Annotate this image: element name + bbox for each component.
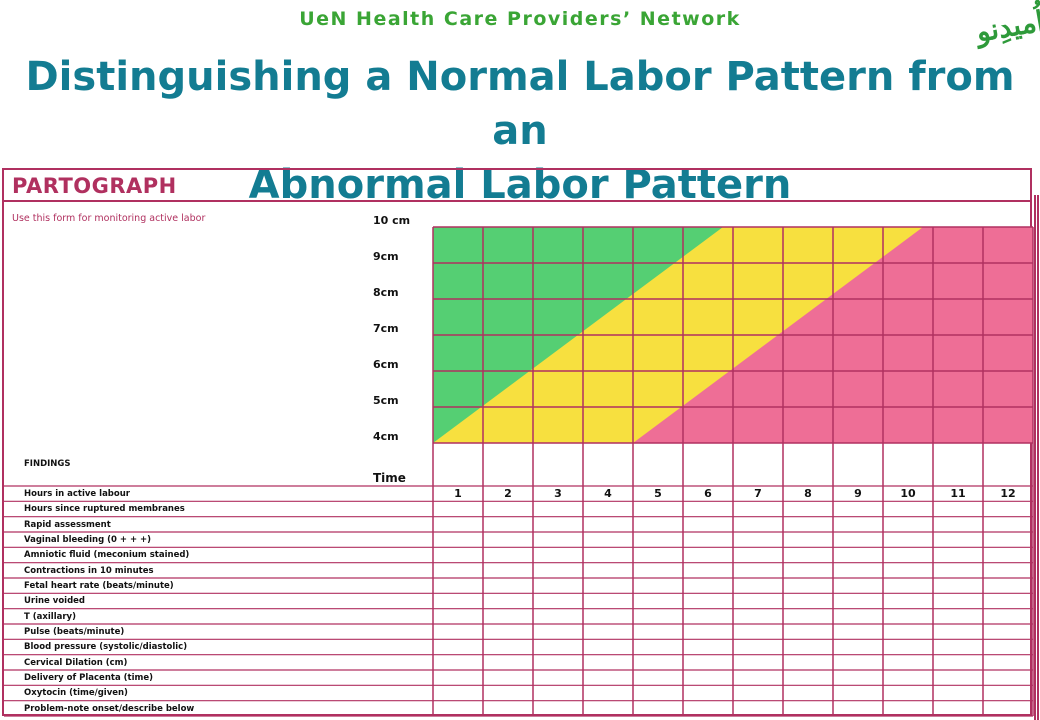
partograph-instructions: Use this form for monitoring active labo… xyxy=(12,213,206,224)
hour-number: 12 xyxy=(1000,487,1016,500)
findings-row-label: T (axillary) xyxy=(24,611,76,622)
hour-number: 9 xyxy=(854,487,862,500)
dilation-label: 4cm xyxy=(373,430,399,443)
hour-number: 11 xyxy=(950,487,966,500)
form-right-border xyxy=(1034,195,1036,720)
findings-row-label: Cervical Dilation (cm) xyxy=(24,657,128,668)
findings-row-label: Hours since ruptured membranes xyxy=(24,504,185,515)
findings-row-label: Contractions in 10 minutes xyxy=(24,565,154,576)
hour-number: 10 xyxy=(900,487,916,500)
findings-row-label: Delivery of Placenta (time) xyxy=(24,673,154,683)
hour-number: 5 xyxy=(654,487,662,500)
findings-row-label: Vaginal bleeding (0 + + +) xyxy=(24,535,152,545)
hour-number: 6 xyxy=(704,487,712,500)
findings-row-label: Pulse (beats/minute) xyxy=(24,627,125,637)
dilation-label: 6cm xyxy=(373,358,399,371)
findings-row-label: Hours in active labour xyxy=(24,489,130,499)
hour-number: 3 xyxy=(554,487,562,500)
hour-number: 2 xyxy=(504,487,512,500)
hour-number: 7 xyxy=(754,487,762,500)
slide-title-line-1: Distinguishing a Normal Labor Pattern fr… xyxy=(25,54,1015,154)
form-right-border-outer xyxy=(1037,195,1039,720)
hour-number: 8 xyxy=(804,487,812,500)
hour-number: 1 xyxy=(454,487,462,500)
findings-heading: FINDINGS xyxy=(24,459,71,469)
dilation-label: 5cm xyxy=(373,394,399,407)
partograph-title: PARTOGRAPH xyxy=(12,174,177,198)
findings-row-label: Fetal heart rate (beats/minute) xyxy=(24,581,174,591)
dilation-label: 7cm xyxy=(373,322,399,335)
network-title: UeN Health Care Providers’ Network xyxy=(299,8,741,30)
dilation-label: 8cm xyxy=(373,286,399,299)
findings-row-label: Rapid assessment xyxy=(24,519,111,530)
hour-number: 4 xyxy=(604,487,612,500)
findings-row-label: Problem-note onset/describe below xyxy=(24,703,195,714)
partograph-title-rule xyxy=(4,200,1030,202)
findings-row-label: Oxytocin (time/given) xyxy=(24,688,128,699)
findings-row-label: Urine voided xyxy=(24,596,86,607)
dilation-label: 9cm xyxy=(373,250,399,263)
dilation-label: 10 cm xyxy=(373,214,411,227)
findings-row-label: Blood pressure (systolic/diastolic) xyxy=(24,642,188,653)
findings-row-label: Amniotic fluid (meconium stained) xyxy=(24,550,190,561)
time-axis-label: Time xyxy=(373,471,406,485)
